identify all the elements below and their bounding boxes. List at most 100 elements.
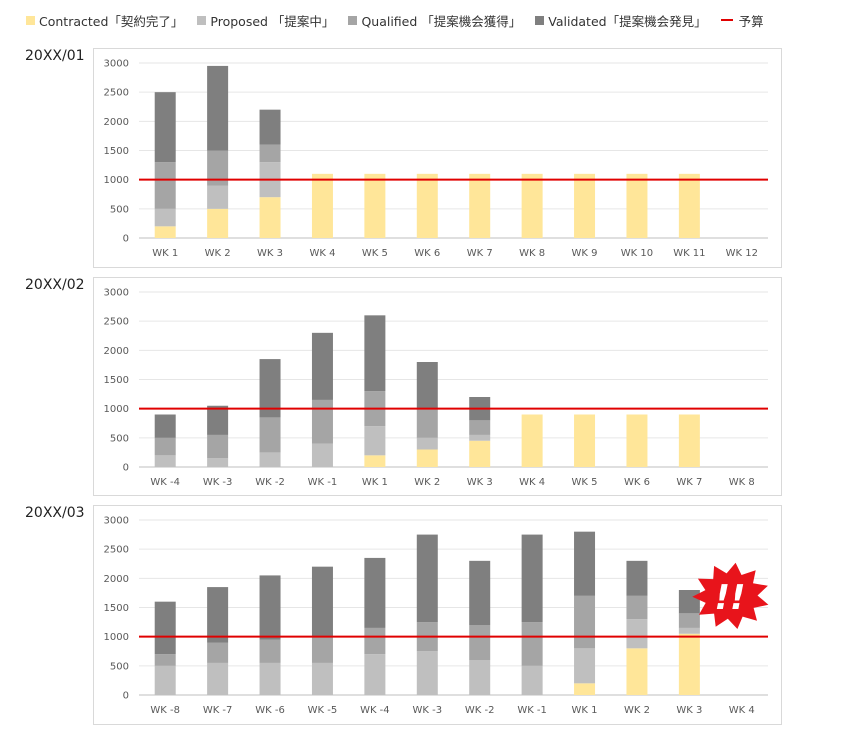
y-tick-label: 3000 <box>104 59 129 70</box>
x-tick-label: WK 7 <box>467 248 493 259</box>
bar-segment <box>154 414 176 438</box>
bar-segment <box>678 613 700 628</box>
x-tick-label: WK 8 <box>519 248 545 259</box>
x-tick-label: WK 2 <box>624 705 650 716</box>
bar-segment <box>364 654 386 695</box>
bar-segment <box>154 654 176 666</box>
y-tick-label: 1500 <box>104 603 129 614</box>
y-tick-label: 2000 <box>104 117 129 128</box>
bar-segment <box>574 595 596 649</box>
y-tick-label: 1000 <box>104 175 129 186</box>
bar-segment <box>416 651 438 695</box>
bar-segment <box>626 173 648 238</box>
legend-item: Proposed 「提案中」 <box>197 11 334 30</box>
legend-swatch <box>26 15 35 25</box>
bar-segment <box>364 426 386 456</box>
chart-panel-1: 0 500 1000 1500 2000 2500 3000 WK 1 WK 2 WK 3 WK 4… <box>93 48 782 268</box>
legend-swatch <box>535 15 545 25</box>
bar-segment <box>154 162 176 209</box>
bar-segment <box>207 642 229 663</box>
bar-segment <box>469 420 491 435</box>
bar-segment <box>259 662 281 695</box>
y-tick-label: 2500 <box>104 545 129 556</box>
bar-segment <box>311 662 333 695</box>
y-tick-label: 1000 <box>104 404 129 415</box>
bar-segment <box>626 414 648 467</box>
bar-segment <box>574 648 596 684</box>
x-tick-label: WK -3 <box>203 477 233 488</box>
x-tick-label: WK 3 <box>467 477 493 488</box>
y-tick-label: 0 <box>123 463 129 474</box>
x-tick-label: WK 5 <box>572 477 598 488</box>
x-tick-label: WK 3 <box>257 248 283 259</box>
bar-segment <box>154 455 176 467</box>
bar-segment <box>154 208 176 227</box>
x-tick-label: WK -7 <box>203 705 233 716</box>
bar-segment <box>521 173 543 238</box>
x-tick-label: WK 8 <box>729 477 755 488</box>
bar-segment <box>416 362 438 409</box>
bar-segment <box>469 560 491 625</box>
alert-burst-icon: !! <box>692 562 769 629</box>
x-tick-label: WK 5 <box>362 248 388 259</box>
bar-segment <box>469 440 491 467</box>
bar-segment <box>154 437 176 456</box>
y-tick-label: 3000 <box>104 288 129 299</box>
legend-item: Qualified 「提案機会獲得」 <box>348 11 521 30</box>
y-tick-label: 500 <box>110 661 129 672</box>
legend-item-budget: 予算 <box>720 11 764 30</box>
x-tick-label: WK 9 <box>572 248 598 259</box>
x-tick-label: WK 4 <box>309 248 335 259</box>
panel-1-title: 20XX/01 <box>25 48 85 64</box>
x-tick-label: WK 6 <box>624 477 650 488</box>
x-tick-label: WK -3 <box>412 705 442 716</box>
x-tick-label: WK 1 <box>152 248 178 259</box>
alert-burst-shape <box>692 562 769 629</box>
x-tick-label: WK -6 <box>255 705 285 716</box>
bar-segment <box>678 633 700 695</box>
panel-3-title: 20XX/03 <box>25 505 85 521</box>
bar-segment <box>574 683 596 695</box>
y-tick-label: 1500 <box>104 375 129 386</box>
x-tick-label: WK -5 <box>308 705 338 716</box>
bar-segment <box>259 109 281 145</box>
bar-segment <box>678 590 700 614</box>
x-tick-label: WK 1 <box>362 477 388 488</box>
bar-segment <box>364 173 386 238</box>
legend-label: Contracted「契約完了」 <box>39 13 184 29</box>
bar-segment <box>259 197 281 238</box>
x-tick-label: WK 4 <box>519 477 545 488</box>
bar-segment <box>469 173 491 238</box>
x-tick-label: WK 3 <box>676 705 702 716</box>
y-tick-label: 1500 <box>104 146 129 157</box>
bar-segment <box>207 405 229 435</box>
legend-swatch <box>197 15 207 25</box>
bar-segment <box>259 359 281 418</box>
bar-segment <box>207 150 229 186</box>
x-tick-label: WK -1 <box>308 477 338 488</box>
legend-label: Validated「提案機会発見」 <box>548 13 707 29</box>
bar-segment <box>154 601 176 655</box>
x-tick-label: WK -2 <box>465 705 495 716</box>
x-tick-label: WK -4 <box>360 705 390 716</box>
x-tick-label: WK 11 <box>673 248 705 259</box>
bar-segment <box>154 92 176 163</box>
bar-segment <box>626 648 648 695</box>
bar-segment <box>259 144 281 163</box>
bar-segment <box>259 452 281 467</box>
x-tick-label: WK 1 <box>572 705 598 716</box>
bar-segment <box>416 534 438 623</box>
bar-segment <box>311 332 333 400</box>
legend-swatch <box>348 15 358 25</box>
bar-segment <box>259 639 281 663</box>
legend-label: Qualified 「提案機会獲得」 <box>361 13 522 29</box>
bar-segment <box>469 660 491 695</box>
bar-segment <box>364 315 386 392</box>
bar-segment <box>207 587 229 643</box>
bar-segment <box>626 619 648 649</box>
bar-segment <box>521 534 543 623</box>
y-tick-label: 0 <box>123 691 129 702</box>
bar-segment <box>364 557 386 628</box>
x-tick-label: WK 4 <box>729 705 755 716</box>
chart-panel-3: 0 500 1000 1500 2000 2500 3000 WK -8 WK -7 WK -6 W… <box>93 505 782 725</box>
